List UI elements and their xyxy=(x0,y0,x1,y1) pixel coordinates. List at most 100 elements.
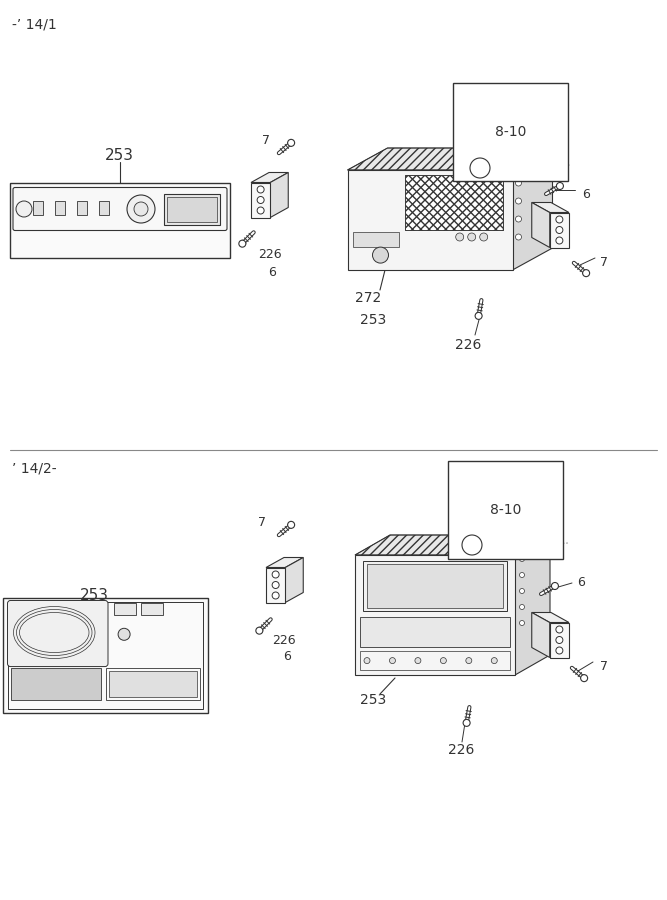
Circle shape xyxy=(520,556,524,562)
Bar xyxy=(550,623,569,658)
Circle shape xyxy=(556,227,563,233)
Text: 8-10: 8-10 xyxy=(495,125,526,139)
Polygon shape xyxy=(251,173,288,183)
Bar xyxy=(348,170,512,270)
Circle shape xyxy=(556,216,563,223)
Bar xyxy=(266,568,285,602)
Bar xyxy=(534,539,546,547)
Circle shape xyxy=(257,207,264,214)
Text: 7: 7 xyxy=(600,660,608,672)
Text: 7: 7 xyxy=(258,517,266,529)
Bar xyxy=(251,183,270,218)
Polygon shape xyxy=(512,148,552,270)
Text: 253: 253 xyxy=(360,693,386,707)
Circle shape xyxy=(16,201,32,217)
Circle shape xyxy=(390,658,396,663)
Circle shape xyxy=(463,719,470,726)
Circle shape xyxy=(287,140,295,147)
Circle shape xyxy=(440,658,446,663)
Bar xyxy=(60,194,175,202)
Circle shape xyxy=(415,658,421,663)
Bar xyxy=(355,555,515,675)
Polygon shape xyxy=(266,557,303,568)
Bar xyxy=(109,670,197,697)
Circle shape xyxy=(516,198,522,204)
Bar xyxy=(114,602,136,615)
FancyBboxPatch shape xyxy=(13,187,227,230)
Bar xyxy=(352,232,399,247)
Text: 226: 226 xyxy=(455,338,482,352)
Circle shape xyxy=(520,620,524,625)
Circle shape xyxy=(272,581,279,589)
Bar xyxy=(363,561,507,611)
Polygon shape xyxy=(532,613,569,623)
Circle shape xyxy=(492,658,498,663)
Circle shape xyxy=(556,647,563,654)
Circle shape xyxy=(257,196,264,203)
Bar xyxy=(406,175,502,230)
Text: 6: 6 xyxy=(582,188,590,202)
Circle shape xyxy=(581,675,588,681)
Circle shape xyxy=(470,158,490,178)
Bar xyxy=(11,668,101,700)
Polygon shape xyxy=(270,173,288,218)
Circle shape xyxy=(456,233,464,241)
Bar xyxy=(360,651,510,670)
Bar xyxy=(77,202,87,215)
Polygon shape xyxy=(355,535,550,555)
Bar xyxy=(406,175,502,230)
Text: 226: 226 xyxy=(258,248,281,262)
Circle shape xyxy=(475,312,482,319)
Circle shape xyxy=(516,180,522,186)
Circle shape xyxy=(38,191,52,205)
Bar xyxy=(33,202,43,215)
Polygon shape xyxy=(532,613,550,658)
Bar xyxy=(167,196,217,221)
Bar xyxy=(3,598,207,713)
Text: 7: 7 xyxy=(262,133,270,147)
Text: 253: 253 xyxy=(105,148,134,163)
Bar xyxy=(106,668,199,700)
Text: ’ 14/2-: ’ 14/2- xyxy=(12,461,57,475)
Text: 6: 6 xyxy=(283,651,291,663)
Bar xyxy=(534,161,546,169)
Circle shape xyxy=(556,636,563,644)
Circle shape xyxy=(480,233,488,241)
Text: 253: 253 xyxy=(80,588,109,602)
Bar xyxy=(360,617,510,647)
Circle shape xyxy=(256,627,263,634)
Text: 226: 226 xyxy=(448,743,474,757)
Circle shape xyxy=(516,216,522,222)
FancyBboxPatch shape xyxy=(7,600,108,667)
Bar xyxy=(164,194,220,224)
Circle shape xyxy=(272,592,279,599)
Bar xyxy=(550,212,569,248)
Bar xyxy=(99,202,109,215)
Text: 6: 6 xyxy=(577,577,585,590)
Bar xyxy=(55,202,65,215)
Circle shape xyxy=(516,234,522,240)
Circle shape xyxy=(583,270,590,276)
Text: 253: 253 xyxy=(360,313,386,327)
Circle shape xyxy=(520,589,524,593)
Circle shape xyxy=(556,626,563,633)
Circle shape xyxy=(272,571,279,578)
Circle shape xyxy=(364,658,370,663)
Bar xyxy=(207,192,225,204)
Circle shape xyxy=(134,202,148,216)
Polygon shape xyxy=(348,148,552,170)
Text: 272: 272 xyxy=(355,291,382,305)
Circle shape xyxy=(127,195,155,223)
Bar xyxy=(15,192,33,204)
Circle shape xyxy=(520,572,524,578)
Circle shape xyxy=(118,628,130,640)
Bar xyxy=(10,183,230,257)
Circle shape xyxy=(257,186,264,193)
Circle shape xyxy=(556,237,563,244)
Text: 8-10: 8-10 xyxy=(490,503,522,517)
Polygon shape xyxy=(532,202,550,248)
Circle shape xyxy=(468,233,476,241)
Bar xyxy=(141,602,163,615)
Circle shape xyxy=(287,521,295,528)
Circle shape xyxy=(462,535,482,555)
